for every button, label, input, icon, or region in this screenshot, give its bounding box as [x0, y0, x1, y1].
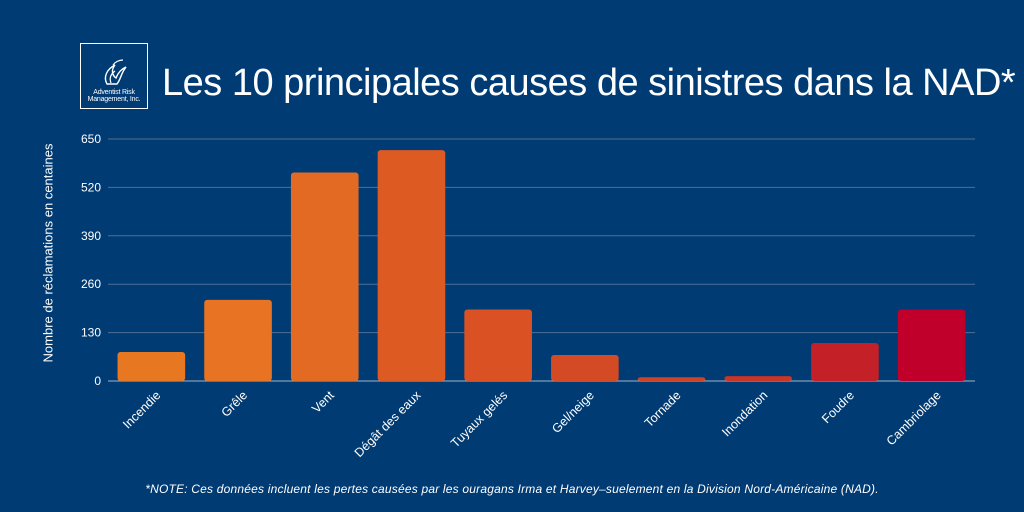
- y-tick-label: 0: [94, 374, 101, 388]
- y-tick-label: 390: [81, 229, 101, 243]
- logo-text-line2: Management, Inc.: [87, 96, 141, 103]
- y-tick-label: 520: [81, 180, 101, 194]
- x-tick-label: Vent: [309, 388, 337, 416]
- x-tick-label: Foudre: [819, 388, 857, 426]
- flame-logo-icon: [104, 59, 127, 85]
- x-tick-label: Gel/neige: [549, 388, 597, 436]
- bar: [724, 376, 793, 381]
- x-tick-label: Inondation: [719, 388, 770, 439]
- logo-text-line1: Adventist Risk: [93, 89, 135, 96]
- bar: [897, 309, 966, 381]
- y-tick-labels: 0 130 260 390 520 650: [81, 132, 101, 388]
- bar: [637, 377, 706, 381]
- x-tick-label: Tuyaux gelés: [448, 388, 510, 450]
- bar: [811, 343, 879, 381]
- bar: [551, 354, 619, 381]
- x-tick-labels: Incendie Grêle Vent Dégât des eaux Tuyaux ge…: [120, 388, 944, 460]
- page-title: Les 10 principales causes de sinistres d…: [162, 62, 1016, 104]
- bar: [117, 351, 186, 381]
- x-tick-label: Tornade: [642, 388, 684, 430]
- bar: [290, 172, 359, 381]
- footnote: *NOTE: Ces données incluent les pertes c…: [145, 482, 879, 496]
- y-tick-label: 650: [81, 132, 101, 146]
- company-logo: Adventist Risk Management, Inc.: [80, 43, 148, 109]
- grid-lines: [108, 138, 975, 382]
- bars: [117, 150, 966, 381]
- x-tick-label: Cambriolage: [884, 388, 944, 448]
- bar: [464, 309, 532, 381]
- x-tick-label: Dégât des eaux: [352, 388, 424, 460]
- bar-chart: 0 130 260 390 520 650 Incendie Grêle Vent Dégât …: [81, 132, 975, 460]
- bar: [377, 150, 446, 381]
- bar: [204, 299, 272, 381]
- x-tick-label: Incendie: [120, 388, 163, 431]
- y-tick-label: 260: [81, 277, 101, 291]
- y-tick-label: 130: [81, 326, 101, 340]
- x-tick-label: Grêle: [219, 388, 251, 420]
